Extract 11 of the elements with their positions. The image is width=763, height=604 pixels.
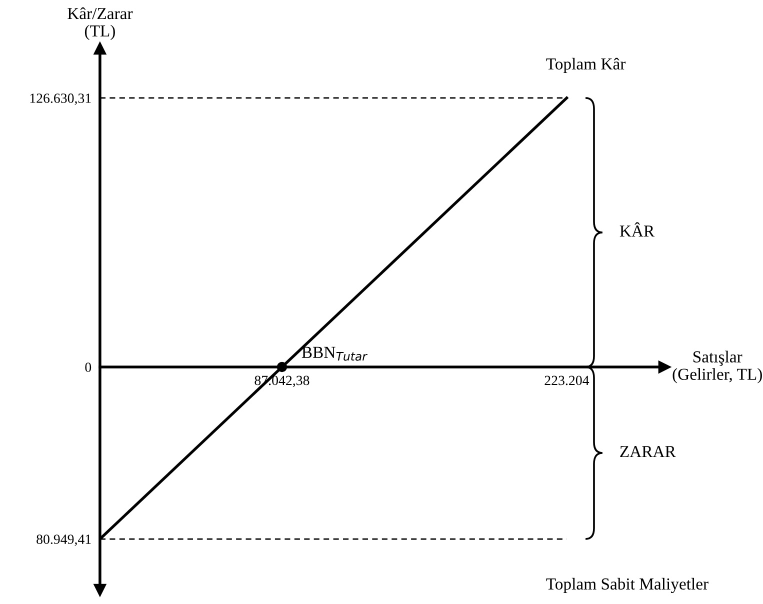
annotation: Toplam Kâr: [546, 58, 626, 73]
annotation: Toplam Sabit Maliyetler: [546, 578, 708, 594]
annotation: ZARAR: [620, 446, 676, 458]
annotation: KÂR: [620, 222, 655, 237]
annotation: BBN$_{Tutar}$: [302, 346, 368, 361]
x-tick-label: 223.204: [544, 376, 590, 386]
y-tick-label: 0: [85, 362, 92, 372]
y-axis-title: Kâr/Zarar (TL): [68, 7, 133, 40]
y-tick-label: 80.949,41: [36, 534, 91, 546]
y-tick-label: 126.630,31: [30, 94, 91, 105]
x-axis-title: Satışlar (Gelirler, TL): [672, 350, 762, 384]
